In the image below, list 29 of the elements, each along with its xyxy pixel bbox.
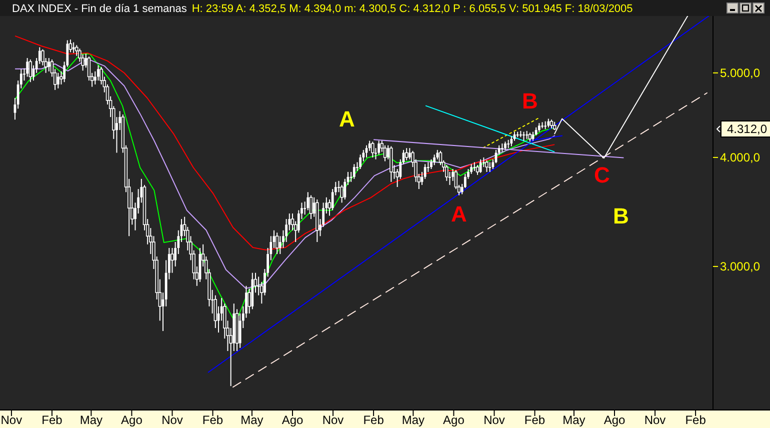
x-tick-label: Nov xyxy=(0,413,22,427)
annotation: A xyxy=(339,106,356,132)
x-tick-label: Feb xyxy=(524,413,546,427)
x-tick-label: May xyxy=(80,413,103,427)
x-tick-label: May xyxy=(240,413,264,427)
x-tick-label: Ago xyxy=(121,413,143,427)
x-tick-label: Nov xyxy=(162,413,183,427)
x-tick-label: Feb xyxy=(363,413,384,427)
x-tick-label: Feb xyxy=(202,413,224,427)
x-tick-label: Feb xyxy=(42,413,63,427)
y-tick-label: 5.000,0 xyxy=(720,66,760,80)
x-tick-label: Nov xyxy=(484,413,505,427)
x-tick-label: Ago xyxy=(282,413,304,427)
x-tick-label: Feb xyxy=(685,413,706,427)
x-tick-label: Nov xyxy=(644,413,666,427)
annotation: A xyxy=(451,202,468,227)
chart-subtitle: H: 23:59 A: 4.352,5 M: 4.394,0 m: 4.300,5 C: 4.312,0 P : 6.055,5 V: 501.945 F: 18/03/2005 xyxy=(192,3,633,15)
annotation: B xyxy=(522,88,538,114)
annotation: 4.312,0 xyxy=(726,122,768,136)
y-tick-label: 4.000,0 xyxy=(720,150,760,165)
x-tick-label: May xyxy=(562,413,586,427)
annotation: B xyxy=(613,204,629,229)
y-tick-label: 3.000,0 xyxy=(720,260,760,274)
chart-title: DAX INDEX - Fin de día 1 semanas xyxy=(12,3,188,15)
x-tick-label: Ago xyxy=(604,413,626,427)
x-tick-label: May xyxy=(402,413,425,427)
x-tick-label: Nov xyxy=(322,413,344,427)
annotation: C xyxy=(594,162,610,188)
x-tick-label: Ago xyxy=(443,413,465,427)
